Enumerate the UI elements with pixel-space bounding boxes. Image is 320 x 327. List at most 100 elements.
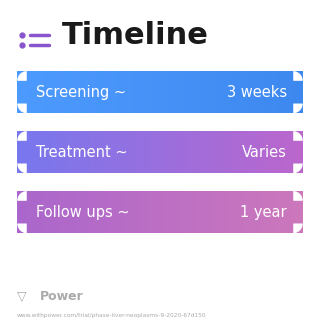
Bar [191,71,193,113]
Bar [246,191,247,233]
Bar [194,71,196,113]
Bar [286,191,287,233]
Bar [57,191,59,233]
Polygon shape [293,104,303,113]
Bar [129,191,130,233]
Bar [124,131,126,173]
Bar [236,191,237,233]
Bar [200,131,201,173]
Bar [46,191,47,233]
Bar [253,71,254,113]
Bar [214,191,216,233]
Bar [190,191,191,233]
Bar [187,71,188,113]
Bar [261,131,263,173]
Bar [207,71,209,113]
Bar [278,191,280,233]
Bar [228,71,230,113]
Bar [120,191,122,233]
Bar [39,71,40,113]
Bar [254,131,256,173]
Bar [184,71,186,113]
Bar [157,131,159,173]
Bar [141,71,143,113]
Bar [271,131,273,173]
Bar [280,191,281,233]
Bar [100,71,101,113]
Bar [73,131,74,173]
Bar [271,191,273,233]
Bar [50,71,52,113]
Bar [47,71,49,113]
Bar [119,71,120,113]
Bar [263,131,264,173]
Bar [290,191,291,233]
Bar [216,191,217,233]
Bar [94,71,96,113]
Bar [228,131,230,173]
Bar [193,71,194,113]
Bar [122,191,123,233]
Bar [296,131,297,173]
Text: www.withpower.com/trial/phase-liver-neoplasms-9-2020-67d150: www.withpower.com/trial/phase-liver-neop… [17,313,207,318]
Bar [190,131,191,173]
Bar [113,191,114,233]
Bar [249,71,250,113]
Text: Follow ups ~: Follow ups ~ [36,205,130,220]
Bar [54,191,56,233]
Bar [108,191,110,233]
Bar [27,131,29,173]
Bar [196,71,197,113]
Bar [284,71,286,113]
Bar [227,191,228,233]
Bar [99,191,100,233]
Bar [134,131,136,173]
Bar [297,131,299,173]
Bar [154,191,156,233]
Bar [60,131,61,173]
Bar [251,71,253,113]
Bar [59,191,60,233]
Bar [183,131,184,173]
Bar [213,131,214,173]
Bar [276,191,277,233]
Bar [68,71,70,113]
Bar [67,131,68,173]
Bar [227,131,228,173]
Bar [300,71,301,113]
Bar [177,131,179,173]
Bar [301,71,303,113]
Bar [117,191,119,233]
Bar [148,131,150,173]
Bar [268,191,270,233]
Bar [263,71,264,113]
Bar [23,191,24,233]
Bar [204,191,206,233]
Bar [172,191,173,233]
Bar [281,71,283,113]
Bar [288,131,290,173]
Bar [273,191,274,233]
Bar [294,131,296,173]
Bar [104,71,106,113]
Bar [223,71,224,113]
Bar [139,131,140,173]
Bar [291,131,293,173]
Bar [137,71,139,113]
Bar [261,71,263,113]
Bar [240,191,241,233]
Bar [147,71,148,113]
Bar [203,71,204,113]
Bar [40,191,42,233]
Bar [39,131,40,173]
Bar [174,191,176,233]
Bar [21,191,23,233]
Bar [161,191,163,233]
Bar [66,191,67,233]
Bar [210,71,212,113]
Bar [82,131,83,173]
Bar [163,191,164,233]
Bar [64,71,66,113]
Bar [83,191,84,233]
Text: 3 weeks: 3 weeks [227,85,287,100]
